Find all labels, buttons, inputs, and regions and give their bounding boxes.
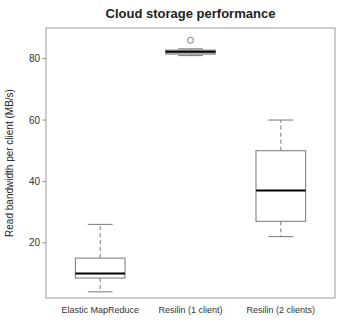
cap-high (88, 224, 113, 225)
y-tick (42, 242, 46, 243)
x-tick-label: Elastic MapReduce (61, 305, 139, 315)
whisker-high (280, 120, 281, 151)
y-tick (42, 120, 46, 121)
median (75, 272, 125, 274)
whisker-low (100, 278, 101, 292)
y-tick-label: 40 (29, 176, 41, 187)
y-tick (42, 181, 46, 182)
x-tick-label: Resilin (2 clients) (247, 305, 316, 315)
box (75, 258, 125, 278)
plot-frame (46, 28, 335, 298)
cap-high (268, 120, 293, 121)
y-tick-label: 60 (29, 115, 41, 126)
y-tick-label: 80 (29, 53, 41, 64)
title: Cloud storage performance (106, 6, 276, 21)
x-tick-label: Resilin (1 client) (158, 305, 222, 315)
whisker-high (100, 224, 101, 258)
box (166, 50, 216, 54)
flier (188, 37, 194, 43)
chart: Cloud storage performance Read bandwidth … (0, 0, 343, 332)
median (256, 190, 306, 192)
y-axis-label: Read bandwidth per client (MB/s) (4, 89, 15, 237)
boxes (75, 37, 305, 292)
cap-low (88, 291, 113, 292)
box (256, 151, 306, 222)
median (166, 51, 216, 53)
y-tick-label: 20 (29, 237, 41, 248)
y-tick (42, 58, 46, 59)
whisker-low (280, 221, 281, 236)
cap-low (178, 55, 203, 56)
cap-low (268, 236, 293, 237)
cap-high (178, 48, 203, 49)
